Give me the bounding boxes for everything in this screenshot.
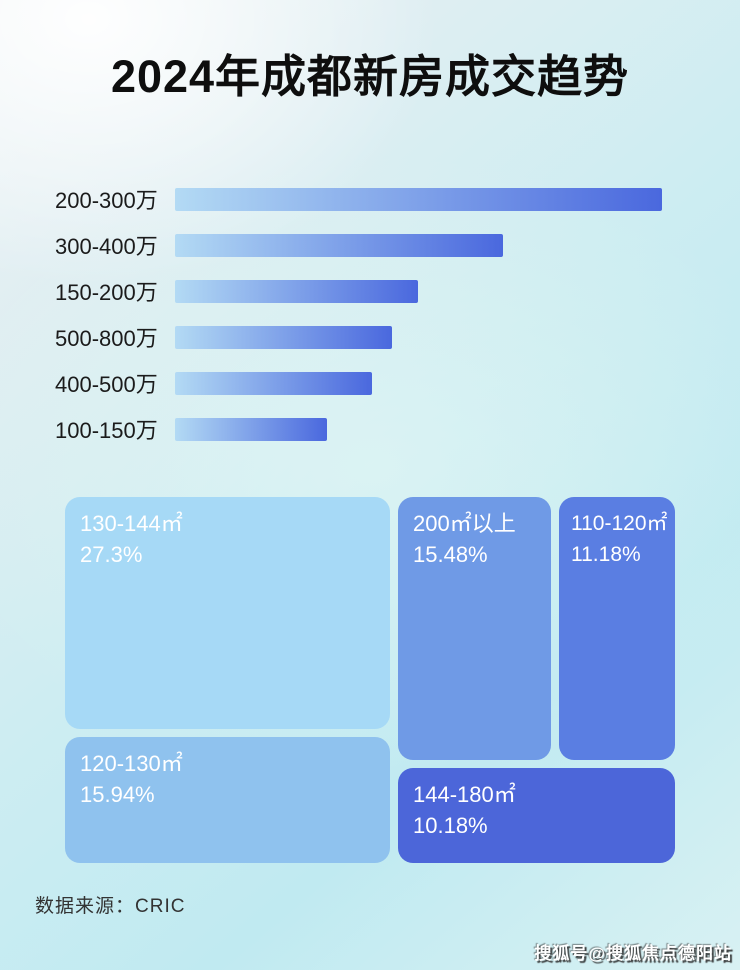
data-source-label: 数据来源：CRIC	[35, 896, 186, 917]
watermark-label: 搜狐号@搜狐焦点德阳站	[534, 944, 732, 963]
bar-200-300	[175, 187, 662, 211]
price-range-bar-chart: 200-300万 300-400万 150-200万 500-800万 400-…	[55, 176, 690, 452]
bar-row: 150-200万	[55, 268, 690, 314]
bar-category-label: 200-300万	[55, 188, 158, 213]
area-size-treemap: 130-144㎡ 27.3% 200㎡以上 15.48% 110-120㎡ 11…	[65, 497, 675, 863]
tile-range-label: 200㎡以上	[413, 511, 516, 536]
treemap-tile-130-144: 130-144㎡ 27.3%	[65, 497, 390, 729]
bar-500-800	[175, 325, 393, 349]
tile-percent-label: 27.3%	[80, 542, 143, 567]
bar-track	[175, 325, 662, 349]
bar-row: 400-500万	[55, 360, 690, 406]
tile-percent-label: 10.18%	[413, 813, 488, 838]
bar-row: 500-800万	[55, 314, 690, 360]
bar-100-150	[175, 417, 327, 441]
bar-category-label: 500-800万	[55, 326, 158, 351]
bar-row: 200-300万	[55, 176, 690, 222]
bar-category-label: 100-150万	[55, 418, 158, 443]
bar-category-label: 150-200万	[55, 280, 158, 305]
bar-category-label: 400-500万	[55, 372, 158, 397]
tile-range-label: 120-130㎡	[80, 751, 183, 776]
treemap-tile-200-plus: 200㎡以上 15.48%	[398, 497, 551, 760]
treemap-tile-144-180: 144-180㎡ 10.18%	[398, 768, 675, 863]
bar-track	[175, 233, 662, 257]
tile-percent-label: 15.94%	[80, 782, 155, 807]
bar-300-400	[175, 233, 504, 257]
bar-track	[175, 417, 662, 441]
tile-percent-label: 15.48%	[413, 542, 488, 567]
treemap-tile-120-130: 120-130㎡ 15.94%	[65, 737, 390, 863]
treemap-tile-110-120: 110-120㎡ 11.18%	[559, 497, 675, 760]
tile-range-label: 110-120㎡	[571, 512, 668, 535]
bar-track	[175, 187, 662, 211]
tile-percent-label: 11.18%	[571, 543, 641, 566]
bar-row: 100-150万	[55, 406, 690, 452]
bar-400-500	[175, 371, 373, 395]
tile-range-label: 144-180㎡	[413, 782, 516, 807]
bar-150-200	[175, 279, 418, 303]
bar-category-label: 300-400万	[55, 234, 158, 259]
tile-range-label: 130-144㎡	[80, 511, 183, 536]
bar-row: 300-400万	[55, 222, 690, 268]
bar-track	[175, 279, 662, 303]
page-title: 2024年成都新房成交趋势	[110, 51, 630, 102]
bar-track	[175, 371, 662, 395]
